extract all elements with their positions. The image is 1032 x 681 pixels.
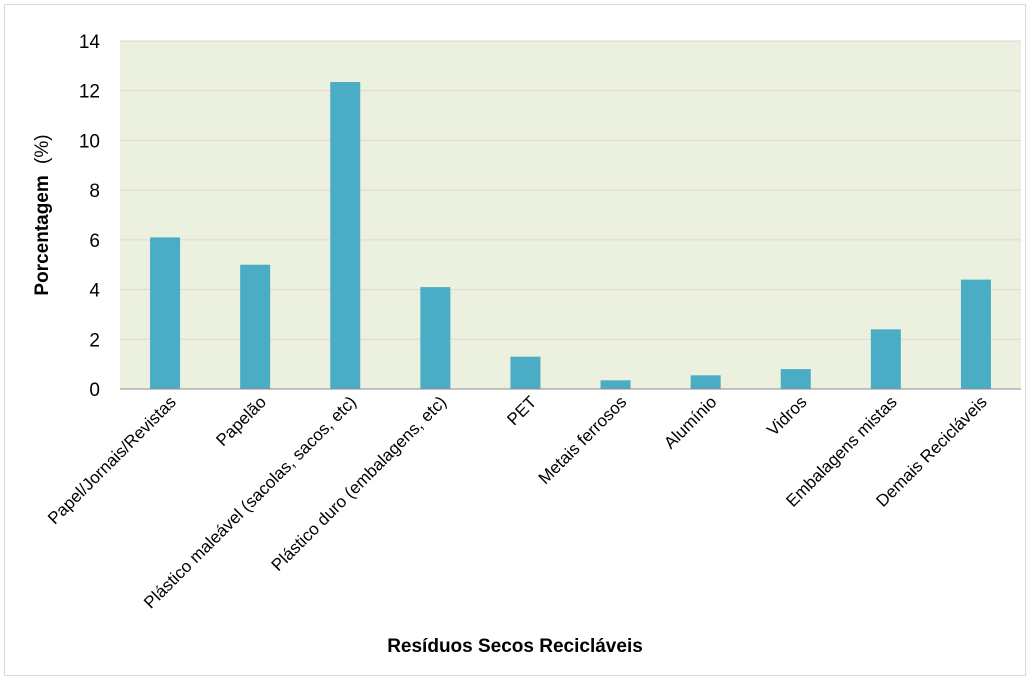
- y-axis-title-unit: (%): [32, 134, 53, 164]
- bar: [690, 375, 721, 389]
- y-tick-label: 14: [79, 32, 101, 53]
- x-tick-label: Vidros: [763, 392, 810, 439]
- plot-area: [120, 41, 1021, 389]
- x-tick-label: Metais ferrosos: [535, 392, 631, 488]
- y-tick-label: 0: [89, 380, 100, 401]
- bar: [330, 82, 361, 389]
- bar: [240, 264, 271, 389]
- bar: [780, 369, 811, 389]
- y-axis-title: Porcentagem (%): [32, 134, 53, 295]
- y-tick-labels: 0 2 4 6 8 10 12 14: [79, 32, 101, 401]
- bar: [150, 237, 181, 389]
- x-tick-label: Plástico duro (embalagens, etc): [268, 392, 450, 574]
- x-tick-label: PET: [503, 392, 540, 429]
- x-axis-title: Resíduos Secos Recicláveis: [387, 636, 643, 657]
- bar: [600, 380, 631, 389]
- bar: [420, 287, 451, 389]
- bar: [960, 279, 991, 389]
- bar: [510, 356, 541, 389]
- gridlines: [120, 40, 1021, 340]
- y-tick-label: 10: [79, 131, 100, 152]
- y-tick-label: 12: [79, 82, 100, 103]
- bars: [150, 82, 991, 389]
- x-tick-label: Papelão: [212, 392, 270, 450]
- y-tick-label: 4: [89, 281, 100, 302]
- y-tick-label: 2: [89, 330, 100, 351]
- x-tick-label: Alumínio: [660, 392, 720, 452]
- y-axis-title-main: Porcentagem: [32, 175, 53, 295]
- bar: [870, 329, 901, 389]
- y-tick-label: 8: [89, 181, 100, 202]
- y-tick-label: 6: [89, 231, 100, 252]
- x-tick-label: Papel/Jornais/Revistas: [44, 392, 180, 528]
